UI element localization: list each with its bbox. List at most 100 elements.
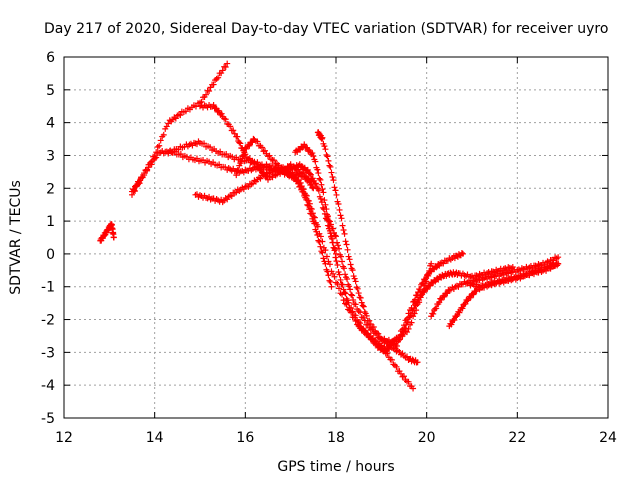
data-point xyxy=(328,283,335,290)
data-point xyxy=(254,138,261,145)
data-point xyxy=(177,151,184,158)
series-arc-a xyxy=(97,221,117,244)
data-point xyxy=(428,260,435,267)
data-point xyxy=(458,304,465,311)
data-point xyxy=(302,173,309,180)
data-point xyxy=(433,264,440,271)
data-point xyxy=(172,115,179,122)
data-point xyxy=(334,262,341,269)
data-point xyxy=(298,163,305,170)
data-point xyxy=(233,172,240,179)
data-point xyxy=(407,313,414,320)
data-point xyxy=(148,161,155,168)
data-point xyxy=(319,134,326,141)
data-point xyxy=(342,290,349,297)
data-point xyxy=(144,167,151,174)
data-point xyxy=(408,319,415,326)
data-point xyxy=(271,157,278,164)
data-point xyxy=(110,234,117,241)
data-layer xyxy=(97,60,562,392)
data-point xyxy=(257,166,264,173)
data-point xyxy=(132,188,139,195)
data-point xyxy=(266,152,273,159)
data-point xyxy=(399,329,406,336)
data-point xyxy=(326,218,333,225)
series-arc-e xyxy=(197,101,317,192)
data-point xyxy=(396,336,403,343)
data-point xyxy=(223,151,230,158)
data-point xyxy=(323,206,330,213)
data-point xyxy=(238,158,245,165)
data-point xyxy=(286,170,293,177)
data-point xyxy=(332,187,339,194)
data-point xyxy=(210,101,217,108)
data-point xyxy=(317,233,324,240)
data-point xyxy=(341,265,348,272)
data-point xyxy=(352,301,359,308)
data-point xyxy=(317,176,324,183)
data-point xyxy=(265,176,271,183)
data-point xyxy=(344,275,351,282)
data-point xyxy=(315,187,322,194)
data-point xyxy=(314,223,321,230)
data-point xyxy=(326,162,333,169)
y-tick-label: 3 xyxy=(46,148,55,164)
data-point xyxy=(360,303,367,310)
data-point xyxy=(249,180,256,187)
data-point xyxy=(336,206,343,213)
data-point xyxy=(325,157,332,164)
data-point xyxy=(275,162,282,169)
data-point xyxy=(331,232,338,239)
data-point xyxy=(237,140,244,147)
data-point xyxy=(405,378,412,385)
data-point xyxy=(458,249,465,256)
data-point xyxy=(355,290,362,297)
data-point xyxy=(304,166,311,173)
data-point xyxy=(343,241,350,248)
data-point xyxy=(349,292,356,299)
data-point xyxy=(315,237,322,244)
y-tick-label: -3 xyxy=(41,345,55,361)
data-point xyxy=(322,247,329,254)
data-point xyxy=(246,155,253,162)
data-point xyxy=(258,144,265,151)
data-point xyxy=(349,308,356,315)
data-point xyxy=(322,146,329,153)
data-point xyxy=(361,317,368,324)
data-point xyxy=(347,286,354,293)
data-point xyxy=(317,195,324,202)
data-point xyxy=(413,302,420,309)
data-point xyxy=(340,226,347,233)
x-tick-label: 24 xyxy=(599,430,617,446)
data-point xyxy=(261,172,268,179)
data-point xyxy=(310,153,317,160)
data-point xyxy=(320,189,327,196)
data-point xyxy=(335,200,342,207)
data-point xyxy=(381,343,388,350)
x-tick-label: 14 xyxy=(146,430,164,446)
data-point xyxy=(391,346,398,353)
data-point xyxy=(348,304,355,311)
data-point xyxy=(335,268,342,275)
data-point xyxy=(315,170,322,177)
data-point xyxy=(408,312,415,319)
data-point xyxy=(451,316,458,323)
data-point xyxy=(336,271,343,278)
data-point xyxy=(357,309,364,316)
data-point xyxy=(363,312,370,319)
data-point xyxy=(337,276,344,283)
data-point xyxy=(305,197,312,204)
data-point xyxy=(245,183,252,190)
data-point xyxy=(344,246,351,253)
data-point xyxy=(326,261,333,268)
data-point xyxy=(425,272,432,279)
series-arc-o xyxy=(464,260,562,291)
data-point xyxy=(347,261,354,268)
data-point xyxy=(321,143,328,150)
data-point xyxy=(330,229,337,236)
data-point xyxy=(258,161,265,168)
data-point xyxy=(352,278,359,285)
data-point xyxy=(325,272,332,279)
x-tick-label: 18 xyxy=(327,430,345,446)
data-point xyxy=(236,139,243,146)
